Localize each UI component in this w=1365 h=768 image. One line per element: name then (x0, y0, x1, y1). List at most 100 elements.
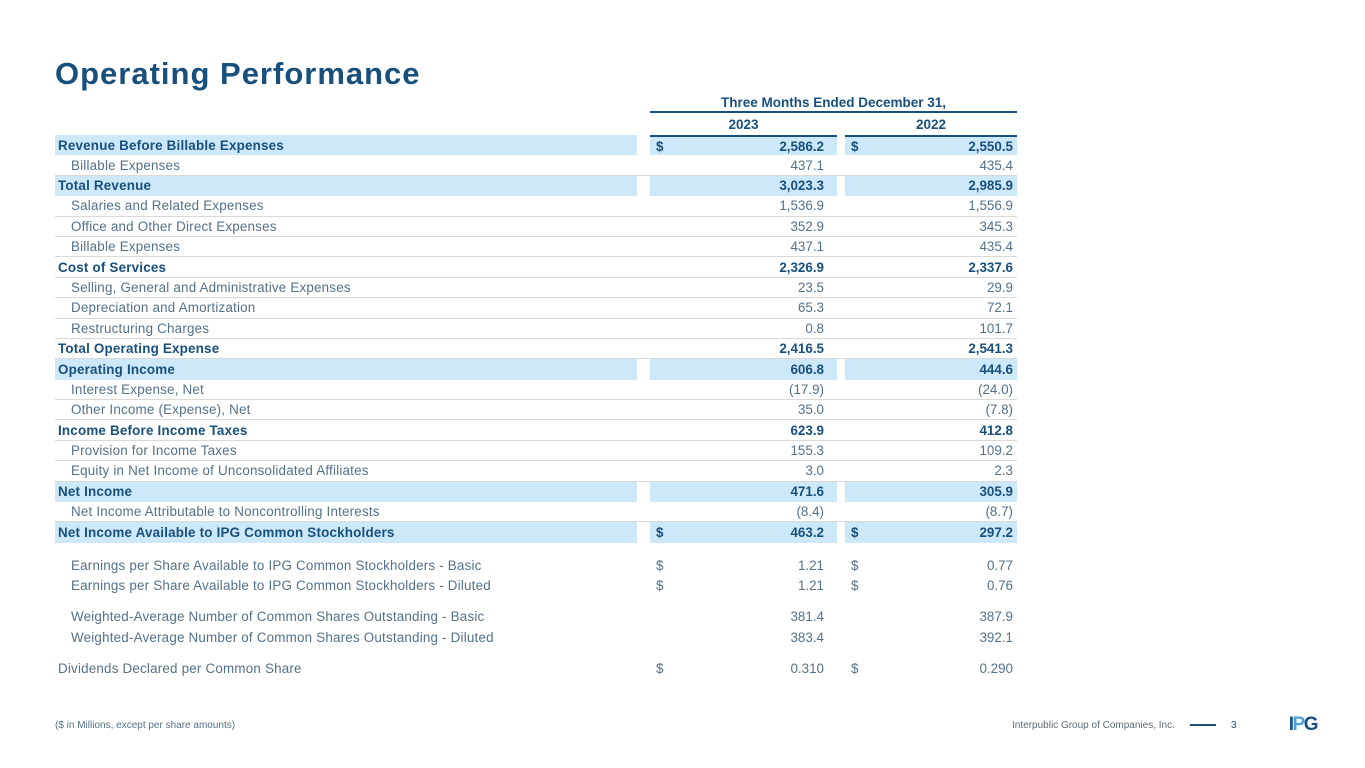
row-amount: (8.4) (796, 504, 824, 520)
row-label: Restructuring Charges (71, 320, 210, 336)
row-amount: 2,541.3 (968, 341, 1013, 357)
row-label: Equity in Net Income of Unconsolidated A… (71, 463, 369, 479)
table-row: Dividends Declared per Common Share $0.31… (55, 658, 1017, 678)
row-amount: 2,326.9 (779, 259, 824, 275)
row-value: 387.9 (845, 607, 1017, 627)
column-gap (837, 359, 845, 379)
row-label: Dividends Declared per Common Share (58, 661, 302, 677)
row-label: Revenue Before Billable Expenses (55, 135, 637, 156)
column-gap (837, 176, 845, 196)
row-amount: 471.6 (790, 484, 824, 500)
column-gap (837, 461, 845, 480)
table-row: Weighted-Average Number of Common Shares… (55, 627, 1017, 647)
row-value: $0.290 (845, 658, 1017, 678)
logo-letter-i: I (1288, 714, 1294, 735)
row-amount: 345.3 (979, 218, 1013, 234)
row-label: Billable Expenses (71, 157, 181, 173)
row-value: 444.6 (845, 359, 1017, 380)
column-gap (837, 420, 845, 439)
logo-letter-p: P (1292, 714, 1306, 735)
dollar-sign: $ (656, 577, 664, 593)
row-amount: 1.21 (797, 577, 824, 593)
row-label: Earnings per Share Available to IPG Comm… (71, 577, 491, 593)
operating-performance-table: Three Months Ended December 31, 2023 202… (55, 95, 1017, 679)
row-value: 1,556.9 (845, 196, 1017, 215)
table-row: Billable Expenses 437.1 435.4 (55, 237, 1017, 258)
row-value: 2,326.9 (650, 257, 837, 276)
row-value: 3,023.3 (650, 175, 837, 197)
dollar-sign: $ (656, 661, 664, 677)
row-amount: 109.2 (979, 443, 1013, 459)
column-gap (637, 298, 650, 317)
row-value: $0.76 (845, 575, 1017, 595)
row-amount: 387.9 (979, 609, 1013, 625)
column-gap (637, 135, 650, 155)
row-label: Cost of Services (58, 259, 167, 275)
column-gap (637, 217, 650, 236)
row-label: Other Income (Expense), Net (71, 402, 251, 418)
row-amount: 2,416.5 (779, 341, 824, 357)
row-label: Weighted-Average Number of Common Shares… (71, 629, 494, 645)
row-value: $2,550.5 (845, 135, 1017, 156)
row-value: (8.4) (650, 502, 837, 521)
row-value: (8.7) (845, 502, 1017, 521)
row-amount: 2.3 (994, 463, 1013, 479)
row-value: $297.2 (845, 522, 1017, 543)
row-label: Weighted-Average Number of Common Shares… (71, 609, 485, 625)
period-header-label: Three Months Ended December 31, (650, 95, 1017, 113)
row-amount: (24.0) (978, 381, 1013, 397)
row-amount: 155.3 (790, 443, 824, 459)
row-amount: 305.9 (979, 484, 1013, 500)
row-value: $2,586.2 (650, 135, 837, 156)
column-gap (637, 522, 650, 542)
row-value: $0.77 (845, 555, 1017, 575)
table-row: Net Income Available to IPG Common Stock… (55, 522, 1017, 543)
row-amount: 35.0 (797, 402, 824, 418)
row-value: $0.310 (650, 658, 837, 678)
table-row: Salaries and Related Expenses 1,536.9 1,55… (55, 196, 1017, 217)
row-label: Depreciation and Amortization (71, 300, 256, 316)
column-gap (637, 237, 650, 256)
column-gap (837, 298, 845, 317)
row-amount: 2,337.6 (968, 259, 1013, 275)
row-label: Income Before Income Taxes (58, 422, 248, 438)
column-gap (637, 339, 650, 358)
row-label: Selling, General and Administrative Expe… (71, 279, 351, 295)
row-label: Office and Other Direct Expenses (71, 218, 277, 234)
row-amount: 463.2 (790, 525, 824, 541)
table-period-header: Three Months Ended December 31, (55, 95, 1017, 113)
row-label: Salaries and Related Expenses (71, 198, 264, 214)
row-value: 0.8 (650, 319, 837, 338)
row-label: Total Operating Expense (58, 341, 220, 357)
row-amount: 437.1 (790, 157, 824, 173)
row-value: 155.3 (650, 441, 837, 460)
table-row: Weighted-Average Number of Common Shares… (55, 607, 1017, 627)
row-value: 2,541.3 (845, 339, 1017, 358)
column-gap (837, 607, 845, 627)
row-amount: 1,536.9 (779, 198, 824, 214)
column-gap (837, 278, 845, 297)
row-value: 2,337.6 (845, 257, 1017, 276)
row-value: $463.2 (650, 522, 837, 543)
ipg-logo: IPG (1288, 714, 1319, 736)
table-row: Restructuring Charges 0.8 101.7 (55, 319, 1017, 339)
row-amount: 2,985.9 (968, 178, 1013, 194)
dollar-sign: $ (851, 661, 859, 677)
row-amount: 412.8 (979, 422, 1013, 438)
row-amount: 435.4 (979, 157, 1013, 173)
column-gap (637, 461, 650, 480)
footer-dash-divider (1189, 724, 1216, 726)
table-row: Office and Other Direct Expenses 352.9 345… (55, 217, 1017, 237)
row-amount: 0.76 (986, 577, 1013, 593)
row-label: Net Income (55, 481, 637, 503)
row-amount: 437.1 (790, 239, 824, 255)
row-value: 65.3 (650, 298, 837, 317)
table-row: Net Income Attributable to Noncontrollin… (55, 502, 1017, 523)
row-value: 3.0 (650, 461, 837, 480)
column-header-2023: 2023 (728, 116, 759, 132)
row-value: 392.1 (845, 627, 1017, 647)
column-gap (637, 257, 650, 276)
column-gap (837, 441, 845, 460)
row-value: 35.0 (650, 400, 837, 419)
table-row: Earnings per Share Available to IPG Comm… (55, 575, 1017, 595)
